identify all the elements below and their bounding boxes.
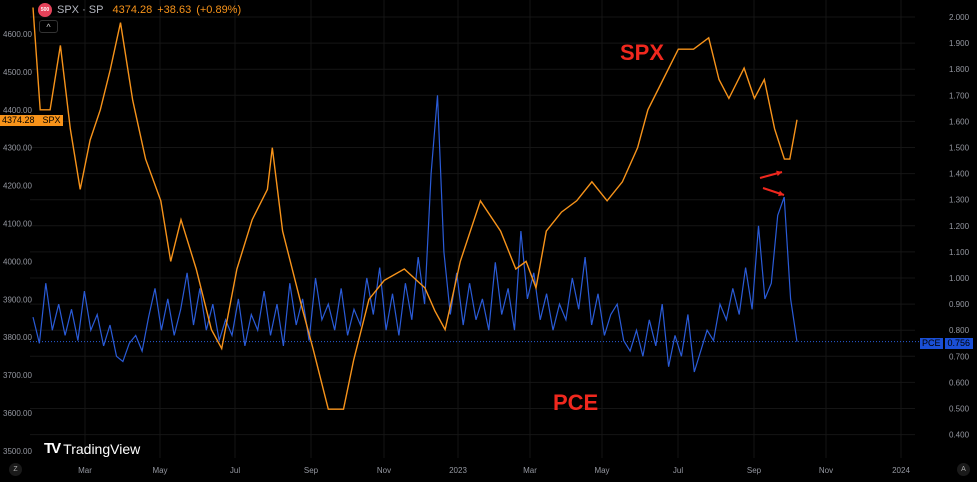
x-axis-tick: 2023 xyxy=(449,466,467,475)
pce-series-line xyxy=(32,95,798,373)
right-axis-tick: 1.400 xyxy=(949,170,970,179)
red-arrowhead-icon xyxy=(778,190,784,197)
tradingview-logo[interactable]: TV TradingView xyxy=(44,440,141,457)
x-axis-tick: May xyxy=(152,466,167,475)
logo-text: TradingView xyxy=(63,440,141,457)
spx-tag-label: SPX xyxy=(42,115,61,125)
chevron-up-icon[interactable]: ^ xyxy=(39,20,58,33)
right-axis-tick: 1.300 xyxy=(949,196,970,205)
spx-price-tag: 4374.28 SPX xyxy=(0,115,63,126)
change-pct: (+0.89%) xyxy=(196,4,242,16)
left-axis-tick: 4000.00 xyxy=(3,257,32,266)
spx-tag-value: 4374.28 xyxy=(2,115,35,125)
left-axis-tick: 4400.00 xyxy=(3,106,32,115)
red-arrowhead-icon xyxy=(776,170,782,177)
right-axis-tick: 1.000 xyxy=(949,274,970,283)
x-axis-tick: Sep xyxy=(304,466,319,475)
right-axis-tick: 0.600 xyxy=(949,378,970,387)
legend: 500 SPX · SP 4374.28 +38.63 (+0.89%) xyxy=(38,3,241,17)
right-axis-tick: 0.400 xyxy=(949,431,970,440)
pce-annotation: PCE xyxy=(553,390,599,415)
x-axis-tick: Nov xyxy=(377,466,391,475)
left-axis-tick: 3700.00 xyxy=(3,371,32,380)
x-axis-tick: 2024 xyxy=(892,466,910,475)
change: +38.63 xyxy=(157,4,192,16)
zoom-button[interactable]: Z xyxy=(9,463,22,476)
symbol-icon: 500 xyxy=(38,3,52,17)
pce-price-tag: PCE 0.756 xyxy=(920,338,974,349)
x-axis-tick: Jul xyxy=(673,466,683,475)
auto-scale-button[interactable]: A xyxy=(957,463,970,476)
right-axis-tick: 2.000 xyxy=(949,13,970,22)
left-axis-tick: 4300.00 xyxy=(3,144,32,153)
x-axis-tick: Mar xyxy=(78,466,92,475)
left-axis-tick: 3500.00 xyxy=(3,447,32,456)
left-axis-tick: 4100.00 xyxy=(3,220,32,229)
right-axis-tick: 1.600 xyxy=(949,117,970,126)
x-axis-tick: Sep xyxy=(747,466,762,475)
right-axis-tick: 0.800 xyxy=(949,326,970,335)
right-axis-tick: 1.200 xyxy=(949,222,970,231)
symbol-name[interactable]: SPX · SP xyxy=(57,4,104,16)
spx-series-line xyxy=(32,7,798,410)
right-axis-tick: 0.900 xyxy=(949,300,970,309)
left-axis-tick: 3600.00 xyxy=(3,409,32,418)
right-axis-tick: 1.100 xyxy=(949,248,970,257)
right-axis-tick: 0.700 xyxy=(949,352,970,361)
left-axis-tick: 4600.00 xyxy=(3,30,32,39)
x-axis-tick: Mar xyxy=(523,466,537,475)
right-axis-tick: 1.800 xyxy=(949,65,970,74)
pce-tag-value: 0.756 xyxy=(944,338,974,349)
x-axis-tick: Jul xyxy=(230,466,240,475)
right-axis-tick: 1.700 xyxy=(949,91,970,100)
right-axis-tick: 1.900 xyxy=(949,39,970,48)
left-axis-tick: 3800.00 xyxy=(3,333,32,342)
pce-tag-label: PCE xyxy=(920,338,943,349)
left-axis-tick: 4500.00 xyxy=(3,68,32,77)
x-axis-tick: Nov xyxy=(819,466,833,475)
left-axis-tick: 4200.00 xyxy=(3,182,32,191)
price: 4374.28 xyxy=(112,4,153,16)
spx-annotation: SPX xyxy=(620,40,665,65)
right-axis-tick: 1.500 xyxy=(949,144,970,153)
left-axis-tick: 3900.00 xyxy=(3,295,32,304)
right-axis-tick: 0.500 xyxy=(949,405,970,414)
x-axis-tick: May xyxy=(594,466,609,475)
